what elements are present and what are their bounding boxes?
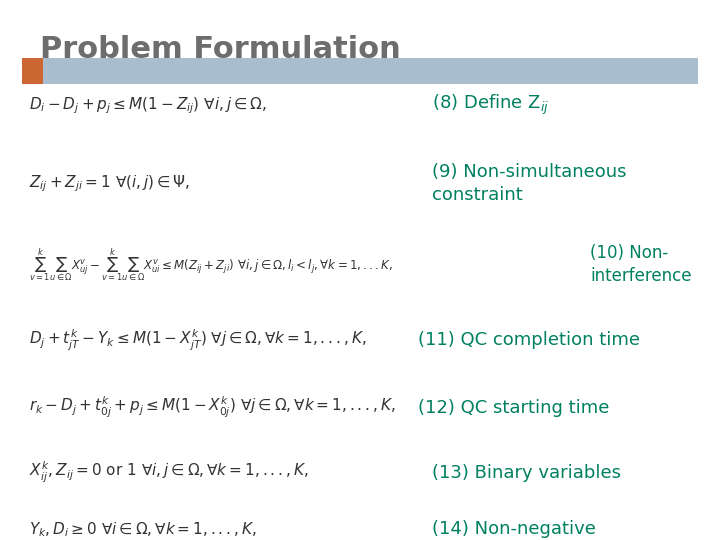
Text: (13) Binary variables: (13) Binary variables bbox=[432, 463, 621, 482]
Text: $Z_{ij} + Z_{ji} = 1\ \forall (i,j) \in \Psi,$: $Z_{ij} + Z_{ji} = 1\ \forall (i,j) \in … bbox=[29, 173, 190, 194]
Text: $D_j + t^k_{jT} - Y_k \leq M(1-X^k_{jT})\ \forall j\in\Omega, \forall k=1,...,K,: $D_j + t^k_{jT} - Y_k \leq M(1-X^k_{jT})… bbox=[29, 328, 366, 353]
Text: $X^k_{ij}, Z_{ij} = 0\ \mathrm{or}\ 1\ \forall i, j\in\Omega, \forall k=1,...,K,: $X^k_{ij}, Z_{ij} = 0\ \mathrm{or}\ 1\ \… bbox=[29, 460, 308, 485]
Text: Problem Formulation: Problem Formulation bbox=[40, 35, 400, 64]
Bar bbox=[22, 58, 43, 84]
Text: $Y_k, D_i \geq 0\ \forall i\in\Omega, \forall k=1,...,K,$: $Y_k, D_i \geq 0\ \forall i\in\Omega, \f… bbox=[29, 520, 256, 538]
Text: (12) QC starting time: (12) QC starting time bbox=[418, 399, 609, 417]
Text: (14) Non-negative: (14) Non-negative bbox=[432, 520, 596, 538]
Bar bbox=[43, 58, 698, 84]
Text: $\sum_{v=1}^{k}\sum_{u\in\Omega} X^v_{uj} - \sum_{v=1}^{k}\sum_{u\in\Omega} X^v_: $\sum_{v=1}^{k}\sum_{u\in\Omega} X^v_{uj… bbox=[29, 246, 393, 283]
Text: $D_i - D_j + p_j \leq M(1-Z_{ij})\ \forall i, j \in \Omega,$: $D_i - D_j + p_j \leq M(1-Z_{ij})\ \fora… bbox=[29, 95, 266, 116]
Text: (8) Define Z$_{ij}$: (8) Define Z$_{ij}$ bbox=[432, 93, 549, 117]
Text: (11) QC completion time: (11) QC completion time bbox=[418, 331, 639, 349]
Text: $r_k - D_j + t^k_{0j} + p_j \leq M(1-X^k_{0j})\ \forall j\in\Omega, \forall k=1,: $r_k - D_j + t^k_{0j} + p_j \leq M(1-X^k… bbox=[29, 395, 395, 420]
Text: (9) Non-simultaneous
constraint: (9) Non-simultaneous constraint bbox=[432, 163, 626, 205]
Text: (10) Non-
interference: (10) Non- interference bbox=[590, 244, 692, 286]
